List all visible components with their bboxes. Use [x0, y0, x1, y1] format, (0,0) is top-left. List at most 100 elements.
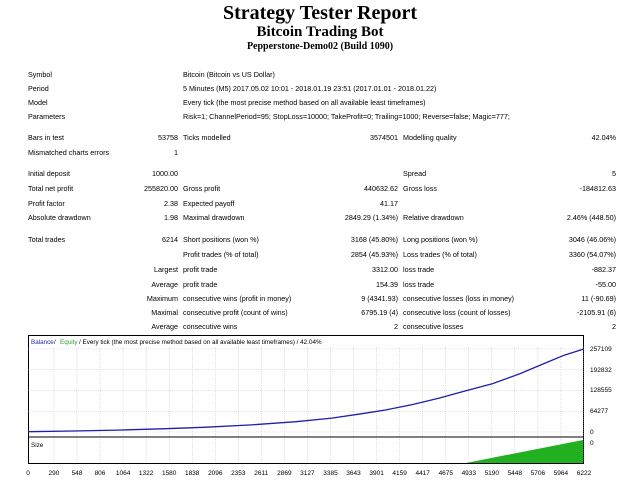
maximum-wins-value: 9 (4341.93)	[361, 294, 398, 303]
spread-value: 5	[612, 169, 616, 178]
absdd-label: Absolute drawdown	[28, 213, 91, 222]
netprofit-label: Total net profit	[28, 184, 74, 193]
y-tick-label: 64277	[590, 408, 609, 416]
average-consecutive-wins-label: consecutive wins	[183, 322, 238, 331]
maximal-loss-label: consecutive loss (count of losses)	[403, 308, 511, 317]
model-label: Model	[28, 98, 48, 107]
maxdd-label: Maximal drawdown	[183, 213, 245, 222]
losstrades-label: Loss trades (% of total)	[403, 250, 477, 259]
parameters-label: Parameters	[28, 112, 66, 121]
x-tick-label: 4675	[439, 470, 454, 477]
average-profit-label: profit trade	[183, 280, 218, 289]
bars-value: 53758	[158, 133, 178, 142]
report-title: Strategy Tester Report	[222, 2, 418, 24]
grossprofit-label: Gross profit	[183, 184, 221, 193]
x-tick-label: 2353	[231, 470, 246, 477]
average-loss-value: -55.00	[595, 280, 616, 289]
average-profit-value: 154.39	[376, 280, 398, 289]
chart-frame	[28, 335, 584, 464]
grossloss-label: Gross loss	[403, 184, 437, 193]
x-tick-label: 1064	[116, 470, 131, 477]
profittrades-value: 2854 (45.93%)	[350, 250, 398, 259]
maximum-losses-label: consecutive losses (loss in money)	[403, 294, 515, 303]
payoff-value: 41.17	[380, 199, 398, 208]
y-tick-label: 128555	[590, 387, 612, 395]
maxdd-value: 2849.29 (1.34%)	[344, 213, 398, 222]
size-label: Size	[31, 442, 44, 449]
x-tick-label: 4159	[392, 470, 407, 477]
grossloss-value: -184812.63	[579, 184, 616, 193]
chart-grid	[28, 347, 584, 463]
x-tick-label: 1580	[162, 470, 177, 477]
quality-value: 42.04%	[591, 133, 616, 142]
mismatch-value: 1	[174, 148, 178, 157]
symbol-label: Symbol	[28, 70, 52, 79]
report-subtitle: Bitcoin Trading Bot	[256, 24, 384, 40]
caption-balance: Balance	[31, 339, 54, 346]
profitfactor-value: 2.38	[164, 199, 178, 208]
maximal-profit-label: consecutive profit (count of wins)	[183, 308, 288, 317]
reldd-value: 2.46% (448.50)	[566, 213, 616, 222]
x-tick-label: 4933	[462, 470, 477, 477]
mismatch-label: Mismatched charts errors	[28, 148, 110, 157]
x-tick-label: 806	[95, 470, 106, 477]
short-value: 3168 (45.80%)	[350, 235, 398, 244]
period-value: 5 Minutes (M5) 2017.05.02 10:01 - 2018.0…	[183, 84, 437, 93]
maximum-losses-value: 11 (-90.69)	[581, 294, 616, 303]
x-tick-label: 5190	[485, 470, 500, 477]
size-y-tick-label: 0	[590, 440, 594, 447]
model-value: Every tick (the most precise method base…	[183, 98, 426, 107]
x-tick-label: 0	[26, 470, 30, 477]
balance-chart: Balance / Equity / Every tick (the most …	[28, 335, 584, 464]
deposit-label: Initial deposit	[28, 169, 70, 178]
average-consecutive-losses-value: 2	[612, 322, 616, 331]
trades-value: 6214	[162, 235, 178, 244]
spread-label: Spread	[403, 169, 427, 178]
quality-label: Modelling quality	[403, 133, 457, 142]
bars-label: Bars in test	[28, 133, 64, 142]
x-tick-label: 5706	[531, 470, 546, 477]
largest-loss-label: loss trade	[403, 265, 435, 274]
balance-line	[28, 348, 584, 433]
x-tick-label: 3901	[369, 470, 384, 477]
x-tick-label: 1838	[185, 470, 200, 477]
x-tick-label: 548	[72, 470, 83, 477]
symbol-value: Bitcoin (Bitcoin vs US Dollar)	[183, 70, 275, 79]
y-tick-label: 192832	[590, 366, 612, 374]
payoff-label: Expected payoff	[183, 199, 235, 208]
x-tick-label: 290	[48, 470, 59, 477]
x-tick-label: 6222	[577, 470, 592, 477]
ticks-value: 3574501	[370, 133, 398, 142]
losstrades-value: 3360 (54.07%)	[568, 250, 616, 259]
average-loss-label: loss trade	[403, 280, 435, 289]
x-tick-label: 3127	[300, 470, 315, 477]
profittrades-label: Profit trades (% of total)	[183, 250, 259, 259]
x-axis: 0 290 548 806 1064 1322 1580 1838 2096 2353 2611 28…	[26, 470, 592, 477]
maximal-label: Maximal	[151, 308, 178, 317]
average-consecutive-label: Average	[151, 322, 178, 331]
caption-rest: / Every tick (the most precise method ba…	[79, 339, 322, 346]
average-consecutive-losses-label: consecutive losses	[403, 322, 464, 331]
largest-profit-label: profit trade	[183, 265, 218, 274]
x-tick-label: 1322	[139, 470, 154, 477]
average-consecutive-wins-value: 2	[394, 322, 398, 331]
y-tick-label: 257109	[590, 346, 612, 353]
maximal-loss-value: -2105.91 (6)	[576, 308, 616, 317]
x-tick-label: 2096	[208, 470, 223, 477]
x-tick-label: 5964	[554, 470, 569, 477]
grossprofit-value: 440632.62	[364, 184, 398, 193]
y-tick-label: 0	[590, 429, 594, 436]
short-label: Short positions (won %)	[183, 235, 259, 244]
netprofit-value: 255820.00	[144, 184, 178, 193]
trades-label: Total trades	[28, 235, 66, 244]
average-label: Average	[151, 280, 178, 289]
deposit-value: 1000.00	[152, 169, 178, 178]
size-area	[465, 440, 583, 463]
server-build: Pepperstone-Demo02 (Build 1090)	[246, 41, 394, 52]
largest-loss-value: -882.37	[591, 265, 616, 274]
x-tick-label: 2611	[254, 470, 268, 477]
long-value: 3046 (46.06%)	[568, 235, 616, 244]
x-tick-label: 5448	[508, 470, 523, 477]
parameters-value: Risk=1; ChannelPeriod=95; StopLoss=10000…	[183, 112, 510, 121]
x-tick-label: 2869	[277, 470, 292, 477]
